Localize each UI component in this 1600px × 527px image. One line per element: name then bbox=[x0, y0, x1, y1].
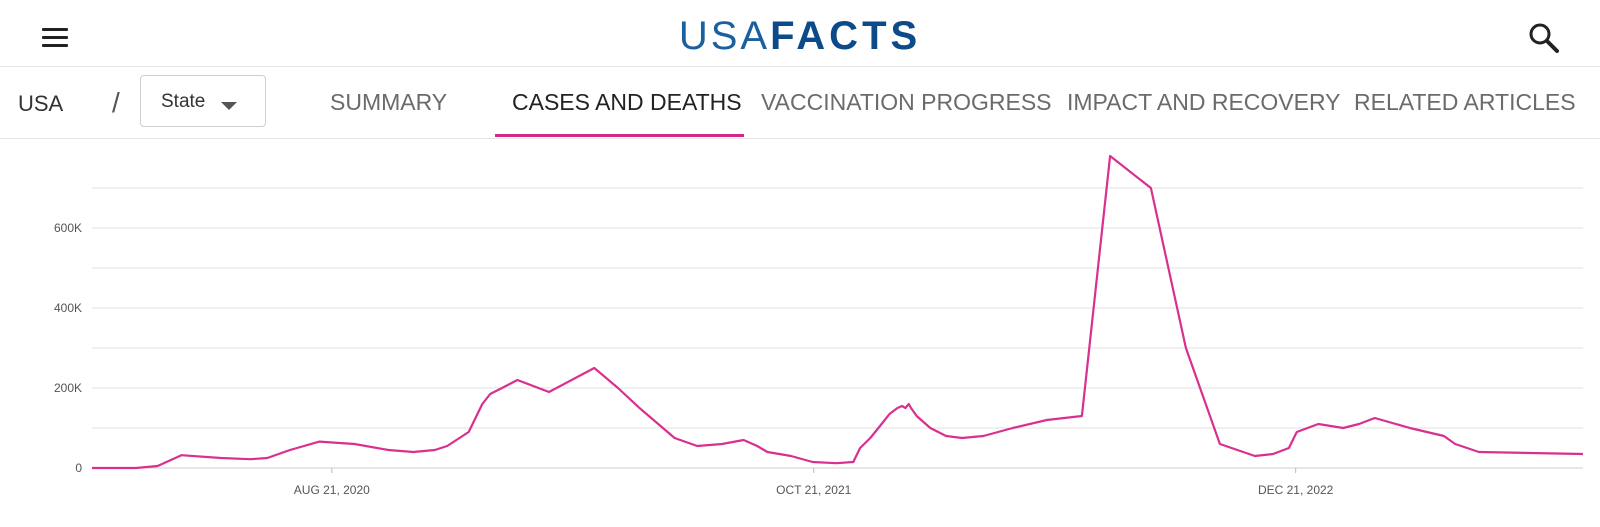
x-tick-label: OCT 21, 2021 bbox=[776, 483, 851, 497]
nav-divider bbox=[0, 138, 1600, 139]
x-axis-ticks: AUG 21, 2020 OCT 21, 2021 DEC 21, 2022 bbox=[294, 468, 1334, 497]
breadcrumb-separator: / bbox=[112, 87, 120, 118]
y-tick-label: 600K bbox=[54, 221, 82, 235]
x-tick-label: DEC 21, 2022 bbox=[1258, 483, 1334, 497]
active-tab-indicator bbox=[495, 134, 744, 137]
tab-cases-and-deaths[interactable]: CASES AND DEATHS bbox=[512, 89, 742, 115]
tab-vaccination-progress[interactable]: VACCINATION PROGRESS bbox=[761, 89, 1052, 115]
y-axis-ticks: 0 200K 400K 600K bbox=[54, 221, 82, 475]
search-icon[interactable] bbox=[1526, 20, 1562, 56]
tab-related-articles[interactable]: RELATED ARTICLES bbox=[1354, 89, 1576, 115]
x-tick-label: AUG 21, 2020 bbox=[294, 483, 370, 497]
chevron-down-icon bbox=[221, 102, 237, 110]
hamburger-menu-icon[interactable] bbox=[42, 28, 70, 50]
section-nav: USA / State SUMMARY CASES AND DEATHS VAC… bbox=[0, 67, 1600, 139]
cases-series-line bbox=[92, 154, 1584, 470]
breadcrumb-usa[interactable]: USA bbox=[18, 91, 64, 116]
tab-impact-and-recovery[interactable]: IMPACT AND RECOVERY bbox=[1067, 89, 1341, 115]
header-divider bbox=[0, 66, 1600, 67]
site-logo[interactable]: USAFACTS bbox=[0, 12, 1600, 60]
y-tick-label: 400K bbox=[54, 301, 82, 315]
y-tick-label: 0 bbox=[75, 461, 82, 475]
top-header: USAFACTS bbox=[0, 0, 1600, 66]
state-dropdown-value: State bbox=[161, 91, 206, 112]
tab-summary[interactable]: SUMMARY bbox=[330, 89, 448, 115]
cases-line-chart: 0 200K 400K 600K AUG 21, 2020 OCT 21, 2021 DE… bbox=[54, 154, 1584, 497]
logo-text-facts: FACTS bbox=[770, 14, 922, 58]
logo-text-usa: USA bbox=[678, 14, 771, 58]
y-tick-label: 200K bbox=[54, 381, 82, 395]
chart-gridlines bbox=[92, 187, 1583, 469]
state-dropdown[interactable]: State bbox=[140, 75, 266, 127]
